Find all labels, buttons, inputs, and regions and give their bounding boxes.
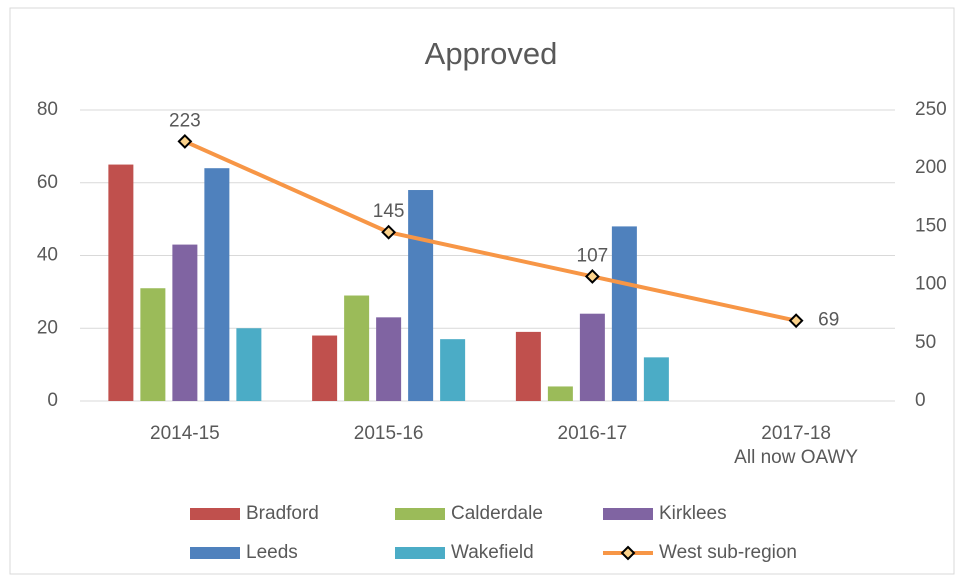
bar xyxy=(376,317,402,401)
bar xyxy=(140,288,166,401)
y-tick-label: 0 xyxy=(47,390,58,411)
legend-swatch xyxy=(190,547,240,559)
legend-label: Leeds xyxy=(246,542,298,563)
legend-label: Wakefield xyxy=(451,542,534,563)
y-tick-label: 60 xyxy=(37,172,58,193)
marker xyxy=(788,313,804,329)
chart-title: Approved xyxy=(425,36,558,71)
y-tick-label: 40 xyxy=(37,245,58,266)
legend-label: Bradford xyxy=(246,503,319,524)
y2-tick-label: 100 xyxy=(915,274,947,295)
value-label: 145 xyxy=(373,201,405,222)
y2-tick-label: 0 xyxy=(915,390,926,411)
marker xyxy=(381,224,397,240)
legend-label: West sub-region xyxy=(659,542,797,563)
value-label: 223 xyxy=(169,110,201,131)
legend-swatch xyxy=(395,508,445,520)
legend-marker xyxy=(620,545,636,561)
bar xyxy=(344,295,370,401)
y2-tick-label: 150 xyxy=(915,215,947,236)
bar xyxy=(547,386,573,401)
y-tick-label: 80 xyxy=(37,99,58,120)
bar xyxy=(108,164,134,401)
bar xyxy=(611,226,637,401)
marker xyxy=(177,134,193,149)
bar xyxy=(312,335,338,401)
bar xyxy=(172,244,198,401)
y2-tick-label: 200 xyxy=(915,157,947,178)
bar xyxy=(236,328,262,401)
x-tick-label: 2015-16 xyxy=(353,423,424,444)
bar xyxy=(643,357,669,401)
bar xyxy=(515,331,541,401)
bar xyxy=(440,339,466,401)
x-tick-label: 2014-15 xyxy=(150,423,220,444)
y2-tick-label: 50 xyxy=(915,332,936,353)
line xyxy=(184,139,797,323)
x-tick-label: 2016-17 xyxy=(557,423,628,444)
legend-swatch xyxy=(603,508,653,520)
chart-frame xyxy=(9,7,955,575)
legend-swatch xyxy=(190,508,240,520)
value-label: 107 xyxy=(577,245,609,266)
bar xyxy=(408,190,434,401)
y-tick-label: 20 xyxy=(37,317,58,338)
bar xyxy=(579,313,605,401)
value-label: 69 xyxy=(818,310,839,331)
legend-label: Kirklees xyxy=(659,503,727,524)
legend-label: Calderdale xyxy=(451,503,543,524)
legend-swatch xyxy=(395,547,445,559)
marker xyxy=(584,269,600,284)
bar xyxy=(204,168,230,401)
x-tick-label: 2017-18 All now OAWY xyxy=(734,423,859,468)
y2-tick-label: 250 xyxy=(915,99,947,120)
